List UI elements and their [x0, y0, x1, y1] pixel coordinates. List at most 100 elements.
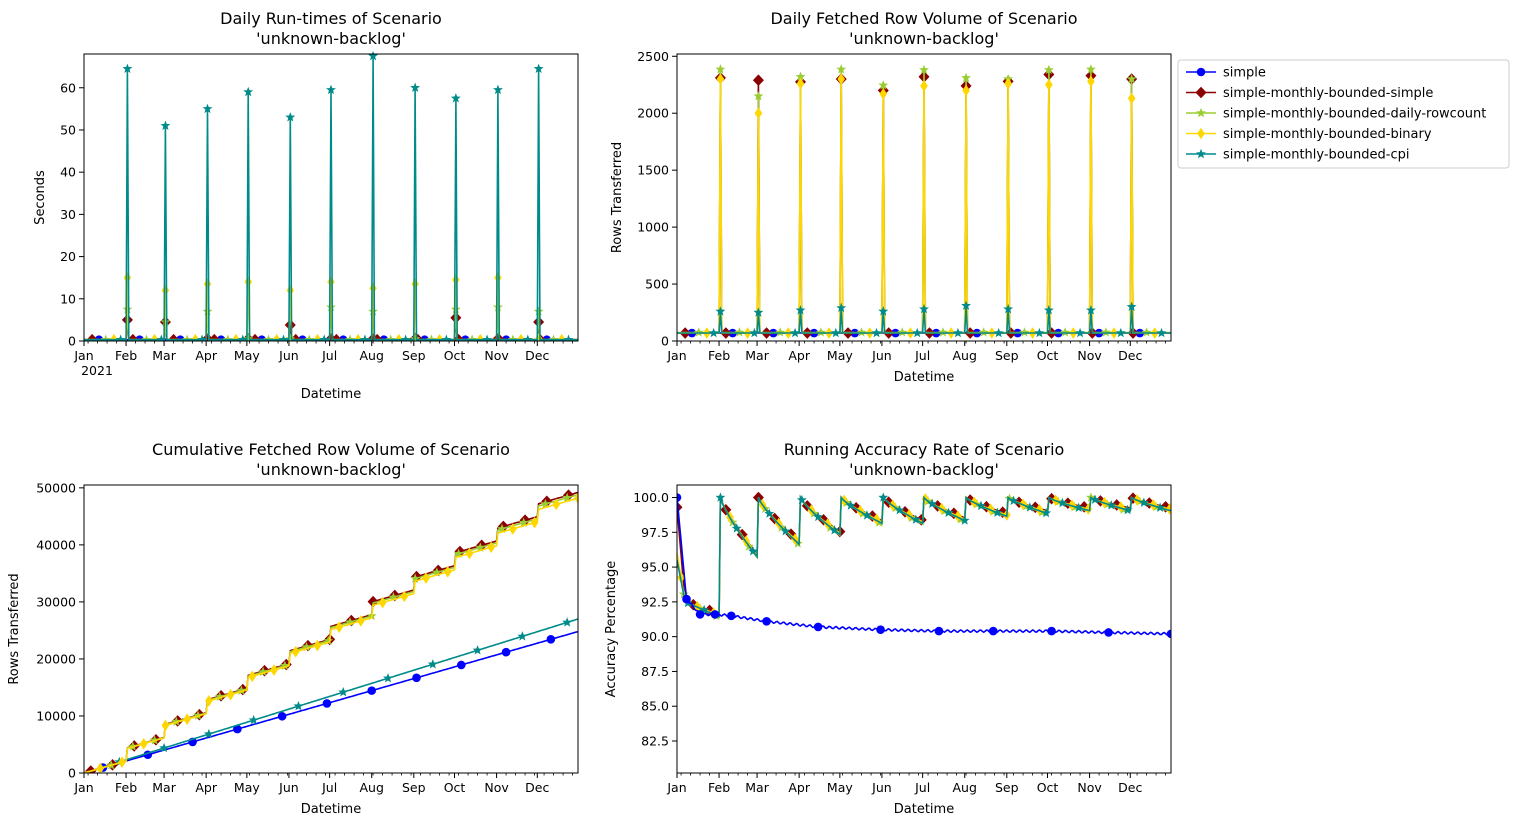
legend-label: simple-monthly-bounded-binary	[1223, 127, 1432, 142]
y-axis-label: Rows Transferred	[610, 142, 625, 253]
series-marker	[1035, 503, 1044, 516]
x-tick-label: Sep	[402, 780, 426, 795]
x-tick-label: May	[234, 348, 260, 363]
series-marker	[494, 271, 502, 284]
plot-frame	[83, 53, 579, 342]
series-marker	[161, 284, 170, 297]
x-tick-label: Mar	[745, 780, 769, 795]
x-tick-label: Apr	[195, 780, 217, 795]
series-marker	[829, 525, 840, 535]
x-tick-label: Dec	[1118, 780, 1142, 795]
series-marker	[411, 278, 419, 290]
series-marker	[452, 274, 460, 286]
x-tick-label: May	[234, 780, 260, 795]
series-marker	[731, 523, 742, 533]
chart-subtitle: 'unknown-backlog'	[256, 29, 406, 48]
series-marker	[813, 511, 824, 522]
series-marker	[878, 306, 889, 316]
series-marker	[412, 673, 421, 683]
plot-area	[84, 489, 578, 773]
series-marker	[482, 334, 493, 341]
series-marker	[952, 327, 963, 338]
series-marker	[149, 735, 160, 745]
x-axis-label: Datetime	[894, 802, 954, 817]
x-tick-label: Jul	[914, 348, 930, 363]
series-marker	[160, 120, 171, 130]
x-axis-label: Datetime	[301, 802, 361, 817]
series-marker	[383, 673, 393, 683]
series-marker	[878, 492, 889, 502]
series-marker	[978, 327, 989, 337]
series-marker	[563, 334, 574, 341]
series-marker	[519, 514, 531, 527]
plot-frame	[676, 53, 1172, 342]
series-marker	[285, 112, 296, 122]
x-tick-label: Jan	[666, 780, 686, 795]
x-tick-label: Sep	[995, 348, 1019, 363]
series-marker	[934, 626, 944, 636]
x-tick-label: Jul	[321, 348, 337, 363]
series-marker	[961, 72, 972, 83]
series-marker	[1068, 499, 1076, 511]
series-marker	[749, 327, 760, 338]
y-tick-label: 2000	[637, 106, 669, 121]
series-marker	[410, 82, 421, 92]
x-tick-label: Sep	[402, 348, 426, 363]
plot-area	[677, 491, 1171, 639]
series-line	[677, 497, 1171, 636]
series-marker	[357, 615, 365, 627]
chart-subtitle: 'unknown-backlog'	[849, 29, 999, 48]
series-marker	[993, 327, 1004, 338]
series-marker	[752, 74, 764, 86]
legend-marker	[1196, 148, 1206, 159]
series-line	[677, 494, 1171, 617]
series-marker	[796, 77, 805, 90]
series-marker	[1100, 327, 1111, 337]
series-marker	[961, 300, 972, 310]
x-tick-label: Oct	[444, 348, 466, 363]
series-marker	[1104, 628, 1113, 637]
series-marker	[562, 617, 573, 627]
series-marker	[693, 327, 704, 337]
y-tick-label: 90.0	[641, 629, 669, 644]
series-marker	[710, 610, 720, 619]
series-marker	[879, 88, 888, 100]
series-marker	[1115, 327, 1126, 338]
series-marker	[1003, 303, 1014, 314]
series-marker	[540, 498, 551, 509]
x-tick-label: Jun	[278, 780, 299, 795]
y-tick-label: 50	[60, 122, 76, 137]
series-marker	[139, 737, 148, 750]
series-marker	[443, 566, 452, 578]
plot-frame	[83, 484, 579, 774]
x-tick-label: Jul	[321, 780, 337, 795]
series-marker	[161, 719, 170, 732]
y-tick-label: 30000	[36, 594, 76, 609]
x-tick-label: Jul	[914, 780, 930, 795]
series-marker	[431, 567, 442, 577]
series-marker	[708, 327, 719, 338]
series-marker	[183, 713, 191, 726]
x-tick-label: May	[827, 348, 853, 363]
x-tick-label: Nov	[484, 780, 509, 795]
y-tick-label: 10000	[36, 708, 76, 723]
plot-frame	[676, 484, 1172, 774]
y-tick-label: 500	[645, 277, 669, 292]
x-tick-label: Apr	[788, 348, 810, 363]
series-marker	[522, 334, 533, 341]
series-marker	[197, 334, 208, 341]
y-tick-label: 0	[68, 766, 76, 781]
series-marker	[291, 645, 300, 658]
series-marker	[988, 626, 998, 636]
series-marker	[845, 500, 856, 510]
series-marker	[546, 635, 556, 644]
series-line	[677, 494, 1171, 618]
series-marker	[959, 515, 970, 525]
series-marker	[695, 610, 705, 619]
series-marker	[1116, 501, 1125, 513]
series-marker	[715, 306, 726, 316]
y-tick-label: 87.5	[641, 664, 669, 679]
series-marker	[319, 334, 330, 341]
series-marker	[997, 506, 1009, 519]
series-marker	[248, 714, 259, 725]
